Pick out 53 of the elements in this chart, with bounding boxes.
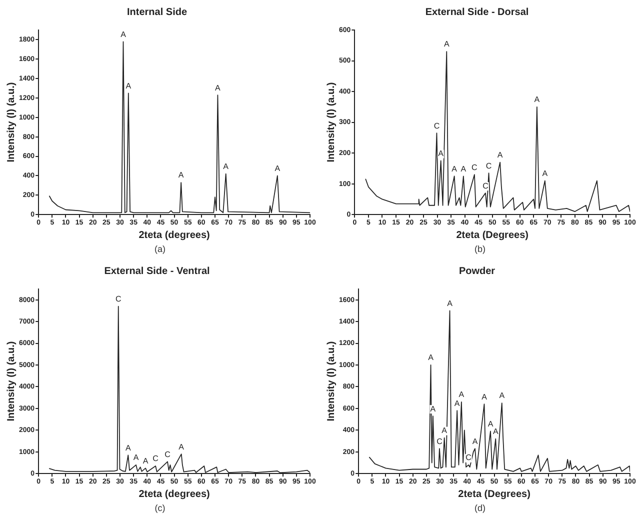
chart-title: External Side - Ventral	[104, 266, 210, 277]
annotation: C	[466, 453, 472, 462]
annotation: A	[442, 426, 448, 435]
annotation: A	[120, 30, 127, 39]
annotation: C	[164, 450, 171, 459]
annotation: C	[436, 436, 443, 446]
y-axis-title: Intensity (I) (a.u.)	[6, 341, 17, 422]
x-axis-title: 2teta (degrees)	[138, 488, 210, 500]
annotation: A	[430, 404, 436, 414]
annotation: A	[428, 353, 434, 362]
chart-title: Powder	[458, 266, 496, 277]
annotation: A	[178, 442, 185, 452]
text: (c)	[154, 502, 166, 515]
annotation: C	[482, 181, 489, 190]
annotation: A	[142, 456, 149, 466]
annotation: A	[452, 164, 458, 174]
annotation: A	[215, 83, 222, 92]
annotation: A	[126, 81, 132, 90]
annotation: A	[444, 40, 450, 49]
chart-title: Internal Side	[126, 6, 188, 18]
x-axis-title: 2teta (Degrees)	[458, 488, 530, 500]
annotation: A	[460, 164, 467, 174]
y-axis-title: Intensity (I) (a.u.)	[326, 82, 337, 162]
annotation: C	[152, 454, 159, 464]
annotation: A	[274, 164, 281, 173]
annotation: A	[438, 148, 444, 158]
annotation: C	[486, 161, 492, 170]
annotation: C	[115, 294, 122, 304]
annotation: A	[492, 427, 499, 436]
annotation: A	[447, 298, 454, 308]
annotation: A	[482, 392, 488, 402]
y-axis-title: Intensity (I) (a.u.)	[6, 82, 17, 162]
text: (b)	[474, 243, 486, 256]
annotation: A	[488, 419, 494, 428]
annotation: A	[133, 453, 140, 462]
annotation: A	[458, 390, 465, 400]
annotation: A	[534, 95, 540, 104]
annotation: A	[542, 168, 548, 178]
annotation: C	[434, 121, 440, 130]
text: (d)	[474, 502, 486, 515]
x-axis-title: 2teta (degrees)	[138, 230, 210, 241]
annotation: A	[454, 398, 460, 408]
annotation: A	[223, 162, 230, 171]
y-axis-title: Intensity (I) (a.u.)	[326, 341, 337, 422]
annotation: A	[499, 391, 506, 400]
annotation: C	[472, 162, 478, 172]
annotation: A	[472, 436, 478, 446]
text: (a)	[154, 243, 166, 256]
chart-title: External Side - Dorsal	[425, 6, 529, 18]
x-axis-title: 2teta (Degrees)	[456, 230, 528, 241]
annotation: A	[497, 150, 504, 160]
annotation: A	[125, 443, 132, 452]
annotation: A	[178, 170, 184, 180]
